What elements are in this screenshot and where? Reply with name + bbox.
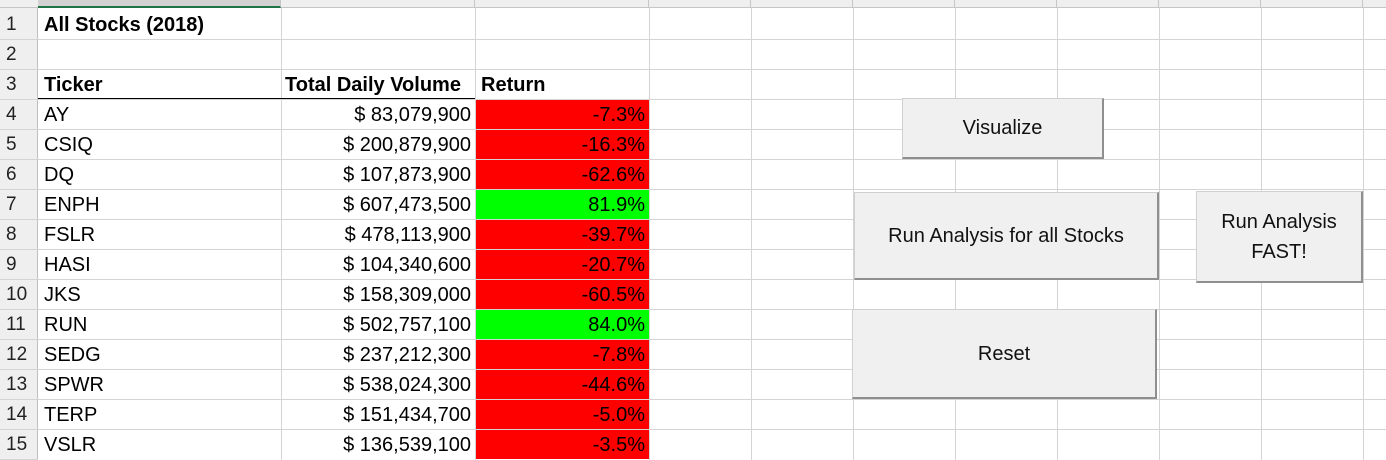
return-cell[interactable]: -60.5% — [476, 280, 649, 309]
visualize-button[interactable]: Visualize — [902, 98, 1104, 159]
volume-cell[interactable]: $ 237,212,300 — [343, 344, 471, 366]
sheet-title-cell[interactable]: All Stocks (2018) — [44, 14, 205, 36]
grid-line — [0, 399, 1386, 400]
volume-cell[interactable]: $ 502,757,100 — [343, 314, 471, 336]
grid-line — [0, 159, 1386, 160]
header-return-cell[interactable]: Return — [481, 74, 546, 96]
return-cell[interactable]: -5.0% — [476, 400, 649, 429]
volume-cell[interactable]: $ 83,079,900 — [354, 104, 471, 126]
row-header[interactable]: 3 — [0, 70, 38, 100]
grid-line — [751, 8, 752, 460]
ticker-cell[interactable]: VSLR — [44, 434, 97, 456]
ticker-cell[interactable]: DQ — [44, 164, 74, 186]
volume-cell[interactable]: $ 107,873,900 — [343, 164, 471, 186]
row-header[interactable]: 14 — [0, 400, 38, 430]
volume-cell[interactable]: $ 158,309,000 — [343, 284, 471, 306]
grid-line — [0, 309, 1386, 310]
row-header[interactable]: 9 — [0, 250, 38, 280]
run-analysis-all-button[interactable]: Run Analysis for all Stocks — [854, 192, 1159, 280]
column-header-j[interactable] — [1261, 0, 1363, 8]
column-header-g[interactable] — [955, 0, 1057, 8]
column-header-c[interactable] — [475, 0, 649, 8]
row-header-column: 1 2 3 4 5 6 7 8 9 10 11 12 13 14 15 — [0, 8, 38, 460]
grid-line — [0, 39, 1386, 40]
volume-cell[interactable]: $ 151,434,700 — [343, 404, 471, 426]
volume-cell[interactable]: $ 136,539,100 — [343, 434, 471, 456]
ticker-cell[interactable]: SPWR — [44, 374, 104, 396]
grid-line — [0, 249, 1386, 250]
column-header-strip — [0, 0, 1386, 8]
volume-cell[interactable]: $ 104,340,600 — [343, 254, 471, 276]
ticker-cell[interactable]: RUN — [44, 314, 88, 336]
return-cell[interactable]: 84.0% — [476, 310, 649, 339]
row-header[interactable]: 6 — [0, 160, 38, 190]
column-header-f[interactable] — [853, 0, 955, 8]
ticker-cell[interactable]: CSIQ — [44, 134, 93, 156]
row-header[interactable]: 2 — [0, 40, 38, 70]
run-analysis-fast-button[interactable]: Run Analysis FAST! — [1196, 191, 1363, 283]
grid-line — [0, 339, 1386, 340]
column-header-d[interactable] — [649, 0, 751, 8]
return-cell[interactable]: 81.9% — [476, 190, 649, 219]
row-header[interactable]: 13 — [0, 370, 38, 400]
return-cell[interactable]: -16.3% — [476, 130, 649, 159]
return-cell[interactable]: -39.7% — [476, 220, 649, 249]
grid-line — [0, 189, 1386, 190]
row-header[interactable]: 15 — [0, 430, 38, 460]
grid-line — [475, 8, 476, 460]
row-header[interactable]: 5 — [0, 130, 38, 160]
column-header-i[interactable] — [1159, 0, 1261, 8]
reset-button[interactable]: Reset — [852, 309, 1157, 399]
column-header-a[interactable] — [38, 0, 281, 8]
grid-line — [0, 219, 1386, 220]
column-header-e[interactable] — [751, 0, 853, 8]
header-border — [38, 98, 475, 99]
ticker-cell[interactable]: HASI — [44, 254, 91, 276]
ticker-cell[interactable]: TERP — [44, 404, 98, 426]
return-cell[interactable]: -7.3% — [476, 100, 649, 129]
ticker-cell[interactable]: FSLR — [44, 224, 96, 246]
column-header-b[interactable] — [281, 0, 475, 8]
return-cell[interactable]: -20.7% — [476, 250, 649, 279]
ticker-cell[interactable]: AY — [44, 104, 70, 126]
grid-line — [0, 369, 1386, 370]
grid-line — [0, 279, 1386, 280]
volume-cell[interactable]: $ 538,024,300 — [343, 374, 471, 396]
row-header[interactable]: 1 — [0, 10, 38, 40]
grid-line — [1159, 8, 1160, 460]
return-cell[interactable]: -44.6% — [476, 370, 649, 399]
grid-line — [1363, 8, 1364, 460]
return-cell[interactable]: -62.6% — [476, 160, 649, 189]
ticker-cell[interactable]: JKS — [44, 284, 81, 306]
row-header[interactable]: 8 — [0, 220, 38, 250]
ticker-cell[interactable]: ENPH — [44, 194, 100, 216]
row-header[interactable]: 11 — [0, 310, 38, 340]
volume-cell[interactable]: $ 607,473,500 — [343, 194, 471, 216]
grid-line — [0, 429, 1386, 430]
row-header[interactable]: 10 — [0, 280, 38, 310]
row-header[interactable]: 12 — [0, 340, 38, 370]
column-header-h[interactable] — [1057, 0, 1159, 8]
header-volume-cell[interactable]: Total Daily Volume — [285, 74, 461, 96]
volume-cell[interactable]: $ 200,879,900 — [343, 134, 471, 156]
row-header[interactable]: 7 — [0, 190, 38, 220]
grid-line — [0, 69, 1386, 70]
row-header[interactable]: 4 — [0, 100, 38, 130]
grid-line — [0, 129, 1386, 130]
grid-line — [649, 8, 650, 460]
ticker-cell[interactable]: SEDG — [44, 344, 101, 366]
header-ticker-cell[interactable]: Ticker — [44, 74, 103, 96]
return-cell[interactable]: -3.5% — [476, 430, 649, 459]
grid-line — [281, 8, 282, 460]
grid-line — [0, 99, 1386, 100]
volume-cell[interactable]: $ 478,113,900 — [344, 224, 471, 246]
grid-line — [853, 8, 854, 460]
return-cell[interactable]: -7.8% — [476, 340, 649, 369]
